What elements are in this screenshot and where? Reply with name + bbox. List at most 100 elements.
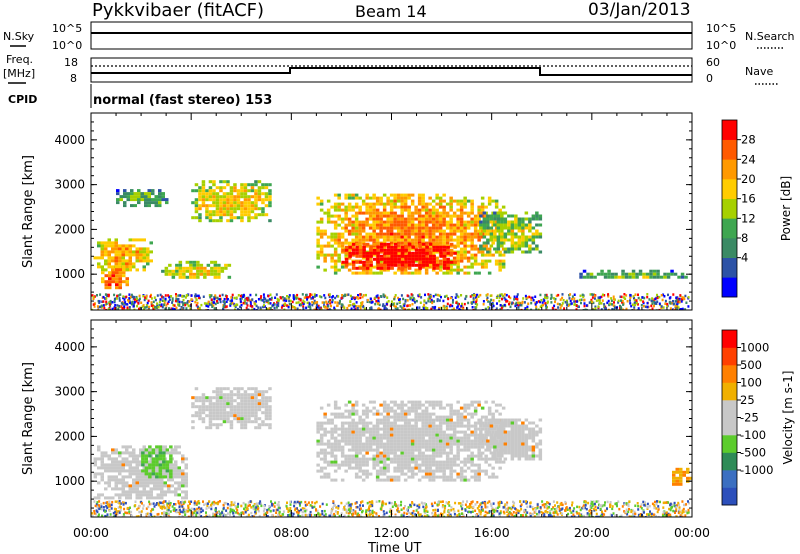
power-cell — [118, 277, 122, 281]
noise-right-tick-bottom: 10^0 — [706, 39, 736, 52]
power-cell — [107, 241, 111, 245]
velocity-cell — [372, 442, 376, 446]
velocity-cell — [463, 406, 467, 410]
velocity-cell — [250, 405, 255, 409]
power-scatter-dot — [212, 301, 215, 304]
power-cell — [137, 201, 141, 205]
power-cell — [479, 220, 483, 224]
power-cell — [501, 205, 506, 209]
velocity-cell — [191, 414, 195, 418]
velocity-cell — [463, 436, 467, 440]
velocity-cell — [421, 415, 425, 419]
power-scatter-dot — [170, 307, 173, 310]
power-scatter-dot — [485, 294, 488, 297]
power-cell — [407, 247, 411, 251]
velocity-cell — [243, 396, 248, 400]
power-scatter-dot — [230, 296, 233, 299]
power-cell — [142, 253, 146, 257]
power-cell — [194, 201, 199, 205]
velocity-cell — [148, 445, 152, 449]
power-cell — [463, 253, 467, 257]
power-cell — [482, 211, 487, 215]
power-scatter-dot — [150, 302, 153, 306]
velocity-cell — [438, 463, 443, 467]
power-scatter-dot — [148, 305, 151, 309]
velocity-cell — [347, 409, 352, 413]
velocity-cell — [417, 448, 422, 452]
power-scatter-dot — [379, 295, 382, 298]
power-scatter-dot — [279, 296, 282, 299]
power-cell — [393, 251, 398, 255]
velocity-cell — [414, 430, 418, 434]
power-cell — [340, 262, 345, 266]
velocity-cell — [407, 439, 411, 443]
power-cell — [496, 223, 501, 227]
velocity-cell — [449, 421, 453, 425]
power-cell — [414, 248, 419, 252]
power-cell — [407, 244, 411, 248]
velocity-cell — [326, 460, 331, 464]
power-cell — [100, 250, 104, 254]
power-cell — [473, 232, 478, 236]
velocity-cell — [344, 403, 348, 407]
velocity-cell — [107, 496, 111, 500]
velocity-cell — [264, 405, 269, 409]
power-cell — [250, 216, 255, 220]
power-cell — [344, 205, 348, 209]
velocity-cell — [149, 460, 153, 464]
velocity-cell — [184, 493, 188, 497]
power-scatter-dot — [249, 304, 252, 308]
power-scatter-dot — [455, 293, 458, 296]
power-scatter-dot — [144, 306, 147, 309]
power-cell — [452, 211, 457, 215]
power-scatter-dot — [386, 301, 389, 304]
power-cell — [386, 220, 390, 224]
velocity-cell — [319, 406, 324, 410]
velocity-cell — [365, 421, 369, 425]
power-scatter-dot — [242, 295, 244, 298]
power-scatter-dot — [526, 296, 529, 299]
power-scatter-dot — [635, 299, 638, 302]
velocity-cell — [316, 421, 320, 425]
velocity-cell — [463, 475, 467, 479]
power-cell — [494, 202, 499, 206]
power-cell — [194, 204, 199, 208]
power-scatter-dot — [375, 300, 378, 303]
power-cell — [453, 245, 457, 249]
power-cell — [337, 259, 341, 263]
velocity-cell — [219, 417, 223, 421]
velocity-cell — [438, 460, 443, 464]
velocity-cell — [459, 439, 464, 443]
velocity-cell — [144, 466, 149, 470]
power-scatter-dot — [479, 293, 482, 297]
power-cell — [456, 208, 460, 212]
velocity-cell — [410, 460, 415, 464]
velocity-cell — [319, 436, 324, 440]
power-scatter-dot — [93, 305, 96, 308]
velocity-cell — [330, 418, 334, 422]
velocity-cell — [236, 393, 241, 397]
power-scatter-dot — [128, 293, 131, 296]
power-cell — [459, 199, 464, 203]
velocity-cell — [163, 445, 167, 449]
velocity-cell — [340, 478, 345, 482]
power-cell — [118, 244, 122, 248]
velocity-cell — [319, 466, 324, 470]
power-scatter-dot — [414, 301, 416, 304]
power-cell — [442, 266, 447, 270]
power-scatter-dot — [684, 294, 687, 298]
velocity-cell — [382, 424, 387, 428]
velocity-cell — [340, 436, 345, 440]
velocity-cell — [132, 460, 136, 464]
velocity-cell — [463, 415, 467, 419]
velocity-cell — [333, 445, 338, 449]
power-cell — [484, 253, 488, 257]
power-cell — [351, 260, 356, 264]
velocity-cell — [236, 402, 241, 406]
power-cell — [425, 257, 429, 261]
power-scatter-dot — [309, 293, 312, 296]
power-cell — [517, 238, 522, 242]
velocity-cell — [114, 469, 118, 473]
velocity-cell — [128, 493, 132, 497]
velocity-cell — [111, 448, 115, 452]
